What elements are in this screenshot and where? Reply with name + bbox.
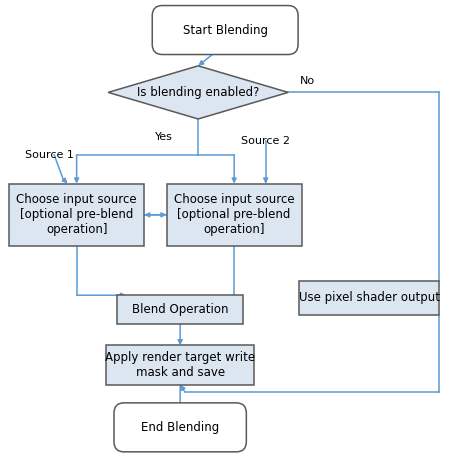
FancyArrowPatch shape — [62, 178, 66, 182]
Text: Source 2: Source 2 — [241, 136, 290, 146]
FancyArrowPatch shape — [178, 384, 182, 411]
FancyBboxPatch shape — [299, 281, 439, 315]
Text: Blend Operation: Blend Operation — [132, 303, 228, 316]
FancyBboxPatch shape — [117, 295, 243, 324]
FancyArrowPatch shape — [178, 324, 182, 344]
Text: Choose input source
[optional pre-blend
operation]: Choose input source [optional pre-blend … — [174, 193, 294, 237]
Text: Is blending enabled?: Is blending enabled? — [137, 86, 260, 99]
Text: No: No — [299, 76, 314, 86]
Text: Yes: Yes — [155, 132, 173, 142]
FancyArrowPatch shape — [181, 386, 185, 392]
FancyBboxPatch shape — [152, 6, 298, 55]
Text: Choose input source
[optional pre-blend
operation]: Choose input source [optional pre-blend … — [16, 193, 137, 237]
FancyBboxPatch shape — [9, 183, 144, 246]
FancyArrowPatch shape — [74, 155, 79, 182]
Text: Start Blending: Start Blending — [183, 24, 268, 36]
FancyBboxPatch shape — [167, 183, 302, 246]
Text: Apply render target write
mask and save: Apply render target write mask and save — [105, 351, 255, 379]
FancyArrowPatch shape — [200, 44, 225, 65]
FancyArrowPatch shape — [232, 155, 236, 182]
FancyArrowPatch shape — [146, 213, 167, 217]
Text: Use pixel shader output: Use pixel shader output — [299, 292, 440, 304]
Polygon shape — [108, 66, 288, 119]
Text: End Blending: End Blending — [141, 421, 219, 434]
FancyArrowPatch shape — [144, 213, 165, 217]
FancyArrowPatch shape — [264, 178, 268, 182]
FancyArrowPatch shape — [77, 293, 124, 297]
Text: Source 1: Source 1 — [25, 150, 74, 160]
FancyBboxPatch shape — [106, 346, 255, 384]
FancyBboxPatch shape — [114, 403, 246, 452]
